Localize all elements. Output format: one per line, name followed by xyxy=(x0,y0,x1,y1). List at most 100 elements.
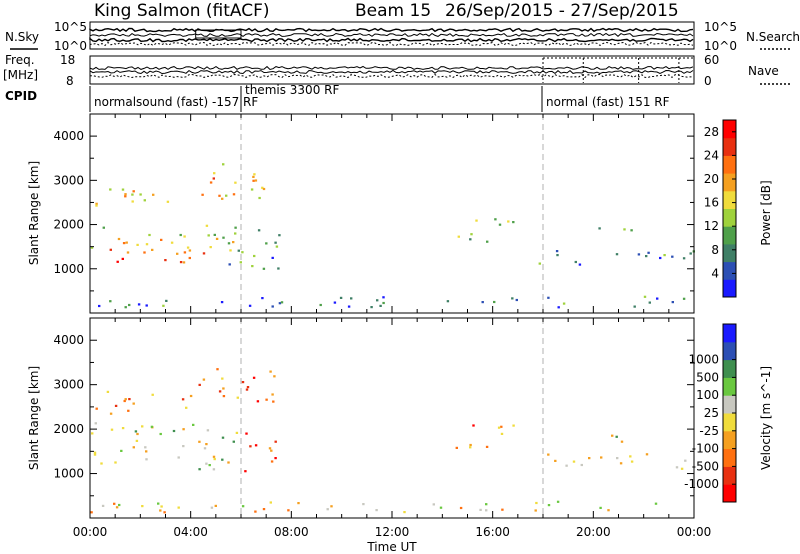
data-cell xyxy=(252,179,255,182)
data-cell xyxy=(611,434,614,437)
data-cell xyxy=(102,226,105,229)
data-cell xyxy=(159,432,162,436)
data-cell xyxy=(469,443,472,447)
data-cell xyxy=(507,220,510,223)
data-cell xyxy=(124,193,127,196)
freq-unit-label: [MHz] xyxy=(3,68,38,82)
data-cell xyxy=(144,446,147,449)
data-cell xyxy=(684,459,687,462)
data-cell xyxy=(192,423,195,426)
data-cell xyxy=(159,509,162,512)
data-cell xyxy=(234,226,237,229)
data-cell xyxy=(183,235,186,238)
data-cell xyxy=(270,449,273,452)
data-cell xyxy=(557,306,560,309)
data-cell xyxy=(201,193,204,196)
data-cell xyxy=(136,243,139,246)
data-cell xyxy=(212,455,216,458)
data-cell xyxy=(350,297,353,300)
data-cell xyxy=(271,393,274,396)
colorbar-segment xyxy=(723,137,736,156)
data-cell xyxy=(616,457,619,460)
data-cell xyxy=(498,223,502,226)
data-cell xyxy=(512,221,515,224)
data-cell xyxy=(572,460,576,463)
cpid-row: CPID normalsound (fast) -157 RF themis 3… xyxy=(5,83,670,112)
data-cell xyxy=(222,163,225,166)
data-cell xyxy=(439,506,443,509)
data-cell xyxy=(239,261,242,264)
data-cell xyxy=(165,299,168,302)
y-tick-label: 4000 xyxy=(53,333,84,347)
x-tick-label: 20:00 xyxy=(576,525,611,539)
data-cell xyxy=(116,260,119,263)
data-cell xyxy=(206,429,210,432)
data-cell xyxy=(455,446,458,449)
data-cell xyxy=(262,508,266,511)
data-cell xyxy=(172,429,176,433)
data-cell xyxy=(599,506,602,509)
noise-tick-right-bottom: 10^0 xyxy=(704,39,737,53)
data-cell xyxy=(202,378,206,381)
data-cell xyxy=(319,303,322,307)
data-cell xyxy=(139,193,142,196)
data-cell xyxy=(93,453,97,456)
colorbar-tick-label: 28 xyxy=(704,125,719,139)
data-cell xyxy=(647,251,650,254)
data-cell xyxy=(671,255,674,258)
colorbar-tick-label: 1000 xyxy=(688,353,719,367)
data-cell xyxy=(278,302,282,305)
data-cell xyxy=(643,295,647,298)
data-cell xyxy=(95,202,98,205)
data-cell xyxy=(645,453,649,456)
data-cell xyxy=(135,439,139,442)
data-cell xyxy=(494,218,497,221)
data-cell xyxy=(469,238,472,241)
data-cell xyxy=(143,251,146,254)
y-tick-label: 3000 xyxy=(53,378,84,392)
power-ylabel: Slant Range [km] xyxy=(27,161,41,265)
data-cell xyxy=(249,445,252,448)
velocity-colorbar: -1000 -500 -100 -25 25 100 500 1000 xyxy=(684,323,737,503)
data-cell xyxy=(212,177,215,180)
data-cell xyxy=(228,263,231,266)
data-cell xyxy=(109,248,112,251)
data-cell xyxy=(209,246,212,249)
data-cell xyxy=(203,447,207,450)
data-cell xyxy=(202,252,206,255)
colorbar-tick-label: 500 xyxy=(696,370,719,384)
data-cell xyxy=(261,186,264,189)
data-cell xyxy=(232,440,235,443)
y-tick-label: 3000 xyxy=(53,173,84,187)
data-cell xyxy=(166,200,170,203)
data-cell xyxy=(117,237,121,241)
colorbar-tick-label: 20 xyxy=(704,172,719,186)
data-cell xyxy=(179,261,183,264)
data-cell xyxy=(183,251,187,254)
data-cell xyxy=(280,301,284,304)
data-cell xyxy=(132,402,135,405)
data-cell xyxy=(333,301,337,304)
data-cell xyxy=(222,395,226,398)
data-cell xyxy=(163,511,166,514)
x-tick-label: 12:00 xyxy=(375,525,410,539)
data-cell xyxy=(256,400,260,403)
colorbar-segment xyxy=(723,243,736,263)
data-cell xyxy=(118,503,121,507)
data-cell xyxy=(109,300,112,303)
data-cell xyxy=(347,305,351,308)
data-cell xyxy=(600,456,603,459)
freq-label: Freq. xyxy=(5,53,35,67)
data-cell xyxy=(241,251,244,254)
data-cell xyxy=(475,219,478,222)
data-cell xyxy=(188,249,192,252)
data-cell xyxy=(125,241,128,244)
data-cell xyxy=(275,245,279,248)
colorbar-segment xyxy=(723,484,736,503)
freq-trace xyxy=(89,65,694,71)
data-cell xyxy=(269,370,272,373)
x-tick-label: 08:00 xyxy=(274,525,309,539)
data-cell xyxy=(274,440,277,443)
y-tick-label: 4000 xyxy=(53,129,84,143)
data-cell xyxy=(485,445,489,448)
